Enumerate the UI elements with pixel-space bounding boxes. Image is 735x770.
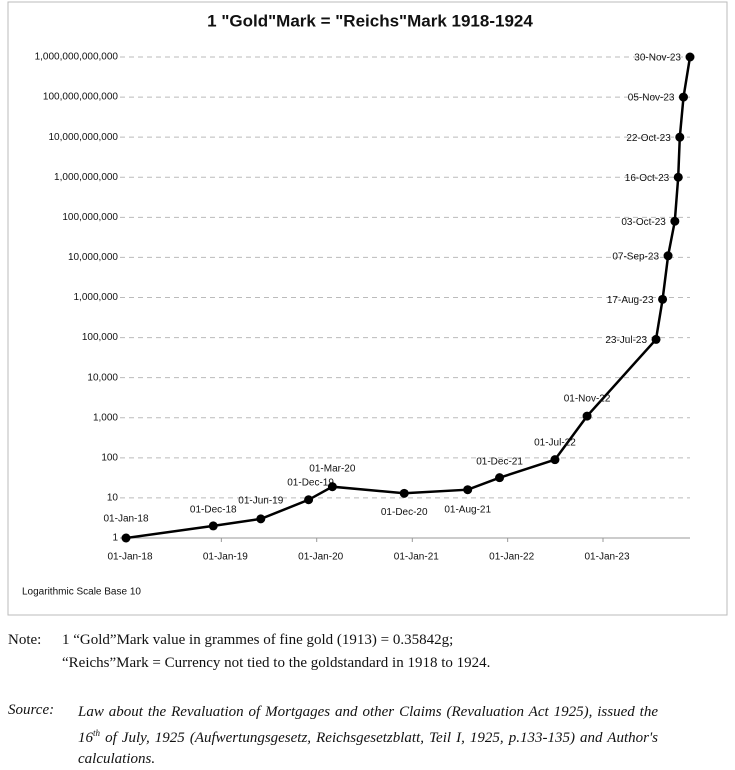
chart: 1 "Gold"Mark = "Reichs"Mark 1918-1924 Lo… <box>7 1 728 616</box>
data-point <box>675 132 685 142</box>
data-point <box>663 251 673 261</box>
data-label: 01-Jul-22 <box>534 437 576 448</box>
source-label: Source: <box>8 702 55 718</box>
y-tick-label: 10,000,000 <box>68 252 118 263</box>
data-point <box>327 482 337 492</box>
x-tick-label: 01-Jan-20 <box>298 552 343 563</box>
y-tick-label: 100,000,000,000 <box>43 92 119 103</box>
data-point <box>673 172 683 182</box>
data-label: 30-Nov-23 <box>634 53 681 64</box>
data-label: 22-Oct-23 <box>626 133 671 144</box>
data-point <box>256 514 266 524</box>
data-label: 05-Nov-23 <box>628 93 675 104</box>
y-tick-label: 100,000,000 <box>62 212 118 223</box>
data-label: 16-Oct-23 <box>625 173 670 184</box>
y-tick-label: 10,000 <box>87 372 118 383</box>
y-tick-label: 1 <box>112 533 118 544</box>
data-point <box>651 334 661 344</box>
y-tick-label: 100,000 <box>82 332 119 343</box>
x-tick-label: 01-Jan-22 <box>489 552 534 563</box>
data-point <box>495 473 505 483</box>
chart-border <box>7 1 728 616</box>
data-point <box>208 521 218 531</box>
y-tick-label: 10,000,000,000 <box>48 132 118 143</box>
y-tick-label: 1,000,000 <box>74 292 119 303</box>
x-tick-label: 01-Jan-18 <box>107 552 152 563</box>
data-label: 03-Oct-23 <box>621 217 666 228</box>
source-text: Law about the Revaluation of Mortgages a… <box>78 704 658 746</box>
source-text: Law about the Revaluation of Mortgages a… <box>78 702 658 770</box>
data-label: 01-Dec-21 <box>476 456 523 467</box>
data-label: 01-Dec-19 <box>287 477 334 488</box>
data-point <box>463 485 473 495</box>
data-point <box>685 52 695 62</box>
x-tick-label: 01-Jan-19 <box>203 552 248 563</box>
data-point <box>304 495 314 505</box>
annotation: Logarithmic Scale Base 10 <box>22 587 141 598</box>
data-label: 01-Mar-20 <box>309 463 356 474</box>
note-line: “Reichs”Mark = Currency not tied to the … <box>62 655 491 671</box>
data-label: 17-Aug-23 <box>607 295 654 306</box>
chart-title: 1 "Gold"Mark = "Reichs"Mark 1918-1924 <box>207 11 533 30</box>
y-tick-label: 100 <box>101 452 118 463</box>
y-tick-label: 1,000,000,000 <box>54 172 118 183</box>
data-label: 07-Sep-23 <box>612 251 659 262</box>
data-label: 01-Nov-22 <box>564 394 611 405</box>
y-tick-label: 1,000,000,000,000 <box>35 52 119 63</box>
x-tick-label: 01-Jan-21 <box>394 552 439 563</box>
data-point <box>678 92 688 102</box>
data-label: 23-Jul-23 <box>605 335 647 346</box>
data-label: 01-Dec-18 <box>190 505 237 516</box>
data-label: 01-Aug-21 <box>444 504 491 515</box>
data-point <box>670 216 680 226</box>
source-sup: th <box>93 728 101 738</box>
y-tick-label: 1,000 <box>93 412 118 423</box>
data-point <box>658 294 668 304</box>
x-tick-label: 01-Jan-23 <box>584 552 629 563</box>
data-label: 01-Jan-18 <box>103 514 148 525</box>
data-point <box>399 488 409 498</box>
source-text: of July, 1925 (Aufwertungsgesetz, Reichs… <box>78 730 658 767</box>
data-label: 01-Jun-19 <box>238 496 283 507</box>
data-point <box>550 455 560 465</box>
data-point <box>121 533 131 543</box>
y-tick-label: 10 <box>107 493 119 504</box>
data-label: 01-Dec-20 <box>381 507 428 518</box>
data-point <box>582 411 592 421</box>
data-line <box>125 56 692 540</box>
note-label: Note: <box>8 632 42 648</box>
note-line: 1 “Gold”Mark value in grammes of fine go… <box>62 632 454 648</box>
